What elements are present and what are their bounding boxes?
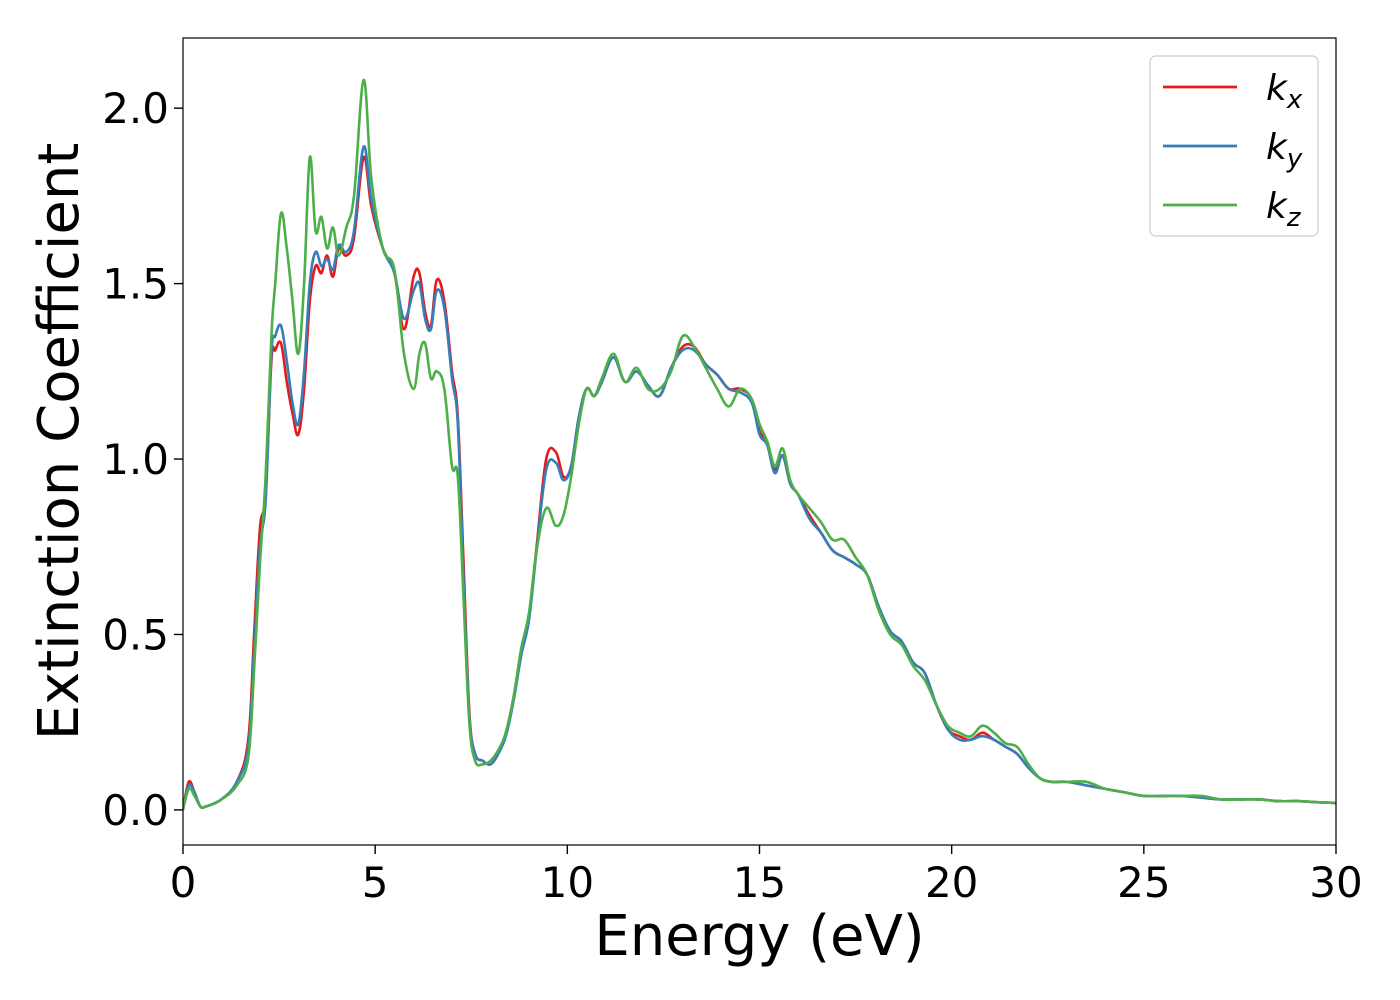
x-tick-label: 0	[170, 858, 197, 907]
y-axis: 0.0 0.5 1.0 1.5 2.0	[102, 84, 183, 835]
x-tick-label: 20	[925, 858, 978, 907]
y-tick-label: 0.5	[102, 610, 169, 659]
series-line-y	[183, 145, 1336, 811]
series-layer	[183, 78, 1336, 811]
y-tick-label: 1.5	[102, 260, 169, 309]
x-tick-label: 25	[1117, 858, 1170, 907]
series-line-x	[183, 155, 1336, 811]
y-tick-label: 0.0	[102, 786, 169, 835]
legend: kx ky kz	[1149, 55, 1319, 237]
x-tick-label: 15	[733, 858, 786, 907]
y-tick-label: 1.0	[102, 435, 169, 484]
x-tick-label: 5	[362, 858, 389, 907]
y-tick-label: 2.0	[102, 84, 169, 133]
legend-label-y: ky	[1266, 127, 1303, 174]
series-line-z	[183, 78, 1336, 811]
x-tick-label: 30	[1309, 858, 1362, 907]
x-axis-label: Energy (eV)	[594, 904, 924, 969]
x-axis: 0 5 10 15 20 25 30	[170, 845, 1363, 907]
y-axis-label: Extinction Coefficient	[27, 143, 92, 741]
legend-label-z: kz	[1266, 186, 1302, 233]
legend-label-x: kx	[1266, 68, 1303, 115]
x-tick-label: 10	[541, 858, 594, 907]
